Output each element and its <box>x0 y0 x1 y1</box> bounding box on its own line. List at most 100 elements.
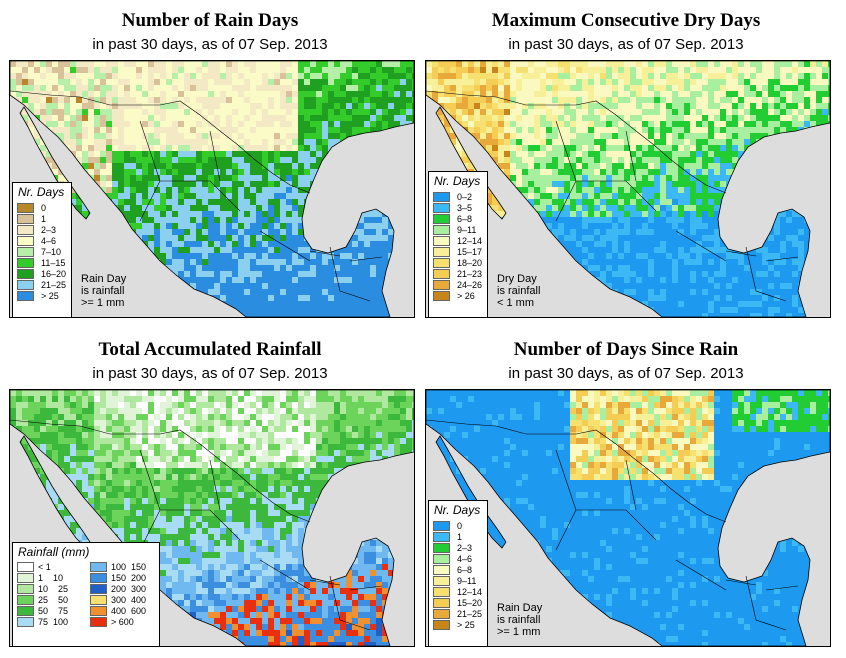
panel-subtitle: in past 30 days, as of 07 Sep. 2013 <box>92 365 328 382</box>
note-line: Rain Day <box>497 602 543 614</box>
legend-swatch <box>90 595 107 605</box>
legend-label: > 600 <box>111 617 134 627</box>
note-line: is rainfall <box>497 614 541 626</box>
note-line: is rainfall <box>81 285 125 297</box>
panel-subtitle: in past 30 days, as of 07 Sep. 2013 <box>92 36 328 53</box>
legend-swatch <box>17 606 34 616</box>
legend-max-dry-days: Nr. Days 0–2 3–5 6–8 9–11 12–14 15–17 18–20 21–… <box>428 171 488 317</box>
legend-item: 6–8 <box>429 213 487 224</box>
legend-item: 12–14 <box>429 235 487 246</box>
legend-item: 15–20 <box>429 597 487 608</box>
border-lines <box>426 61 830 317</box>
note-line: Dry Day <box>497 273 537 285</box>
map-max-dry-days: Nr. Days 0–2 3–5 6–8 9–11 12–14 15–17 18–20 21–… <box>425 60 831 318</box>
legend-swatch <box>433 575 450 586</box>
legend-swatch <box>433 191 450 202</box>
panel-days-since-rain: Number of Days Since Rain in past 30 day… <box>416 329 836 658</box>
map-total-rainfall: Rainfall (mm) < 1 100 150 1 10 150 200 10 25… <box>9 389 415 647</box>
panel-title: Number of Rain Days <box>121 10 299 31</box>
definition-note: Rain Day is rainfall >= 1 mm <box>497 602 543 638</box>
legend-item: 0–2 <box>429 191 487 202</box>
legend-swatch <box>17 584 34 594</box>
legend-items: 0–2 3–5 6–8 9–11 12–14 15–17 18–20 21–23 24–26 > … <box>429 191 487 301</box>
legend-item: 9–11 <box>429 575 487 586</box>
legend-title: Nr. Days <box>434 503 481 517</box>
legend-item: 3–5 <box>429 202 487 213</box>
legend-swatch <box>17 246 34 257</box>
legend-label: 400 600 <box>111 606 147 616</box>
legend-item: 4–6 <box>13 235 71 246</box>
legend-items: < 1 100 150 1 10 150 200 10 25 200 300 25 50 30… <box>13 562 159 630</box>
panel-subtitle: in past 30 days, as of 07 Sep. 2013 <box>508 365 744 382</box>
legend-item: 21–23 <box>429 268 487 279</box>
legend-label: 150 200 <box>111 573 147 583</box>
legend-label: 15–20 <box>457 597 483 608</box>
legend-item: > 26 <box>429 290 487 301</box>
border-lines <box>426 390 830 646</box>
note-line: >= 1 mm <box>497 626 541 638</box>
legend-swatch <box>17 290 34 301</box>
legend-item: 2–3 <box>13 224 71 235</box>
legend-swatch <box>90 606 107 616</box>
legend-swatch <box>433 597 450 608</box>
legend-swatch <box>433 586 450 597</box>
legend-swatch <box>90 584 107 594</box>
legend-label: 50 75 <box>38 606 69 616</box>
legend-item: 2–3 <box>429 542 487 553</box>
legend-swatch <box>17 235 34 246</box>
legend-rain-days: Nr. Days 0 1 2–3 4–6 7–10 11–15 16–20 21–25 > 25 <box>12 182 72 317</box>
legend-swatch <box>17 573 34 583</box>
border-lines <box>10 61 414 317</box>
legend-swatch <box>433 235 450 246</box>
legend-swatch <box>90 562 107 572</box>
map-image <box>10 61 414 317</box>
legend-label: > 25 <box>457 619 475 630</box>
legend-swatch <box>90 573 107 583</box>
legend-swatch <box>17 213 34 224</box>
legend-label: 21–23 <box>457 268 483 279</box>
legend-label: 1 <box>41 213 47 224</box>
legend-swatch <box>17 279 34 290</box>
legend-label: 0 <box>457 520 463 531</box>
legend-label: 6–8 <box>457 564 473 575</box>
legend-item: 12–14 <box>429 586 487 597</box>
panel-total-rainfall: Total Accumulated Rainfall in past 30 da… <box>0 329 420 658</box>
legend-label: 4–6 <box>41 235 57 246</box>
legend-item: 18–20 <box>429 257 487 268</box>
map-days-since-rain: Nr. Days 0 1 2–3 4–6 6–8 9–11 12–14 15–20 21–25 >… <box>425 389 831 647</box>
legend-label: 7–10 <box>41 246 62 257</box>
legend-swatch <box>17 617 34 627</box>
legend-item: 21–25 <box>429 608 487 619</box>
legend-rainfall: Rainfall (mm) < 1 100 150 1 10 150 200 10 25… <box>12 542 160 646</box>
panel-subtitle: in past 30 days, as of 07 Sep. 2013 <box>508 36 744 53</box>
legend-swatch <box>17 202 34 213</box>
legend-item: 16–20 <box>13 268 71 279</box>
legend-label: 300 400 <box>111 595 147 605</box>
legend-label: 1 10 <box>38 573 64 583</box>
legend-label: 3–5 <box>457 202 473 213</box>
legend-label: 16–20 <box>41 268 67 279</box>
legend-swatch <box>433 246 450 257</box>
legend-swatch <box>433 520 450 531</box>
definition-note: Rain Day is rainfall >= 1 mm <box>81 273 127 309</box>
legend-label: 21–25 <box>457 608 483 619</box>
panel-title: Number of Days Since Rain <box>513 339 739 360</box>
legend-swatch <box>433 268 450 279</box>
legend-swatch <box>90 617 107 627</box>
legend-item: 1 <box>13 213 71 224</box>
legend-label: 0 <box>41 202 47 213</box>
legend-label: > 25 <box>41 290 59 301</box>
panel-title: Maximum Consecutive Dry Days <box>491 10 761 31</box>
legend-item: 7–10 <box>13 246 71 257</box>
legend-swatch <box>433 608 450 619</box>
legend-swatch <box>433 257 450 268</box>
legend-item: > 25 <box>429 619 487 630</box>
legend-swatch <box>433 213 450 224</box>
legend-title: Nr. Days <box>434 174 481 188</box>
legend-item: > 25 <box>13 290 71 301</box>
legend-item: 0 <box>13 202 71 213</box>
legend-label: 10 25 <box>38 584 69 594</box>
legend-label: 24–26 <box>457 279 483 290</box>
legend-swatch <box>433 553 450 564</box>
legend-items: 0 1 2–3 4–6 7–10 11–15 16–20 21–25 > 25 <box>13 202 71 301</box>
